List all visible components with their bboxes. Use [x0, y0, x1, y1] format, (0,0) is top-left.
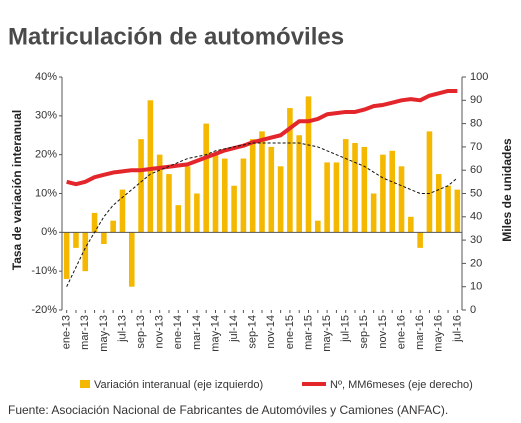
y-tick-label: -10% [31, 265, 57, 277]
bar [324, 162, 330, 233]
x-tick-label: may-14 [209, 315, 221, 352]
bar [361, 146, 368, 233]
bar [138, 139, 144, 233]
bar [342, 139, 349, 233]
bar [287, 108, 293, 233]
bar [445, 185, 451, 233]
x-tick-label: jul-15 [340, 315, 352, 343]
legend-swatch [80, 380, 90, 388]
bar [305, 96, 312, 233]
bar [101, 232, 107, 244]
bar [91, 212, 98, 233]
x-tick-label: nov-14 [265, 315, 277, 349]
bar [435, 174, 442, 233]
x-tick-label: jul-13 [116, 315, 128, 343]
bar [203, 123, 209, 233]
bar [110, 220, 116, 233]
bar [277, 166, 284, 233]
bar [175, 205, 182, 233]
bar [408, 216, 414, 233]
y-tick-label: 20% [35, 149, 57, 161]
x-tick-label: may-13 [98, 315, 110, 352]
bar [389, 150, 396, 233]
bar [426, 131, 433, 233]
x-tick-label: mar-16 [414, 315, 426, 350]
bar [454, 189, 461, 233]
y2-tick-label: 70 [470, 141, 482, 153]
y2-tick-label: 60 [470, 164, 482, 176]
bar [249, 139, 256, 233]
bar [268, 146, 275, 233]
y2-tick-label: 80 [470, 118, 482, 130]
x-tick-label: ene-16 [395, 315, 407, 349]
x-tick-label: sep-13 [135, 315, 147, 349]
legend-label: Nº, MM6meses (eje derecho) [330, 379, 473, 391]
y2-tick-label: 50 [470, 187, 482, 199]
bar [333, 162, 340, 233]
bar [296, 135, 302, 233]
bar [398, 166, 405, 233]
y2-axis-title: Miles de unidades [500, 138, 514, 242]
x-tick-label: nov-13 [154, 315, 166, 349]
x-tick-label: jul-16 [451, 315, 463, 343]
y-tick-label: 30% [35, 110, 57, 122]
bar [147, 100, 154, 233]
bar [166, 174, 172, 233]
y-tick-label: 40% [35, 71, 57, 83]
bar [184, 166, 191, 233]
y2-tick-label: 90 [470, 94, 482, 106]
y2-tick-label: 10 [470, 281, 482, 293]
bar [63, 232, 70, 279]
x-tick-label: ene-15 [284, 315, 296, 349]
x-tick-label: sep-15 [358, 315, 370, 349]
bar [119, 189, 126, 233]
bar [194, 193, 200, 233]
source: Fuente: Asociación Nacional de Fabricant… [8, 403, 448, 417]
y-tick-label: -20% [31, 304, 57, 316]
bar [370, 193, 377, 233]
x-tick-label: may-15 [321, 315, 333, 352]
x-tick-label: mar-14 [191, 315, 203, 350]
bar [73, 232, 79, 248]
y2-tick-label: 0 [470, 304, 476, 316]
bar [240, 158, 247, 233]
y2-tick-label: 30 [470, 234, 482, 246]
bar [156, 154, 163, 233]
bar [222, 158, 228, 233]
line [66, 88, 458, 187]
x-tick-label: ene-14 [172, 315, 184, 349]
y2-tick-label: 40 [470, 211, 482, 223]
y2-tick-label: 20 [470, 257, 482, 269]
x-tick-label: may-16 [433, 315, 445, 352]
y2-tick-label: 100 [470, 71, 488, 83]
y-axis-title: Tasa de variación interanual [10, 110, 24, 271]
legend-label: Variación interanual (eje izquierdo) [94, 379, 263, 391]
chart-title: Matriculación de automóviles [8, 23, 344, 50]
x-tick-label: jul-14 [228, 315, 240, 343]
x-tick-label: mar-13 [79, 315, 91, 350]
bar [212, 154, 219, 233]
x-tick-label: nov-15 [377, 315, 389, 349]
bar [380, 154, 386, 233]
bar [128, 232, 135, 287]
bar [417, 232, 423, 248]
x-tick-label: sep-14 [247, 315, 259, 349]
bar [315, 220, 321, 233]
y-tick-label: 10% [35, 187, 57, 199]
bar [259, 131, 265, 233]
y-tick-label: 0% [41, 226, 57, 238]
bar [82, 232, 89, 272]
bar [231, 185, 237, 233]
x-tick-label: mar-15 [302, 315, 314, 350]
x-tick-label: ene-13 [61, 315, 73, 349]
bar [352, 143, 358, 233]
